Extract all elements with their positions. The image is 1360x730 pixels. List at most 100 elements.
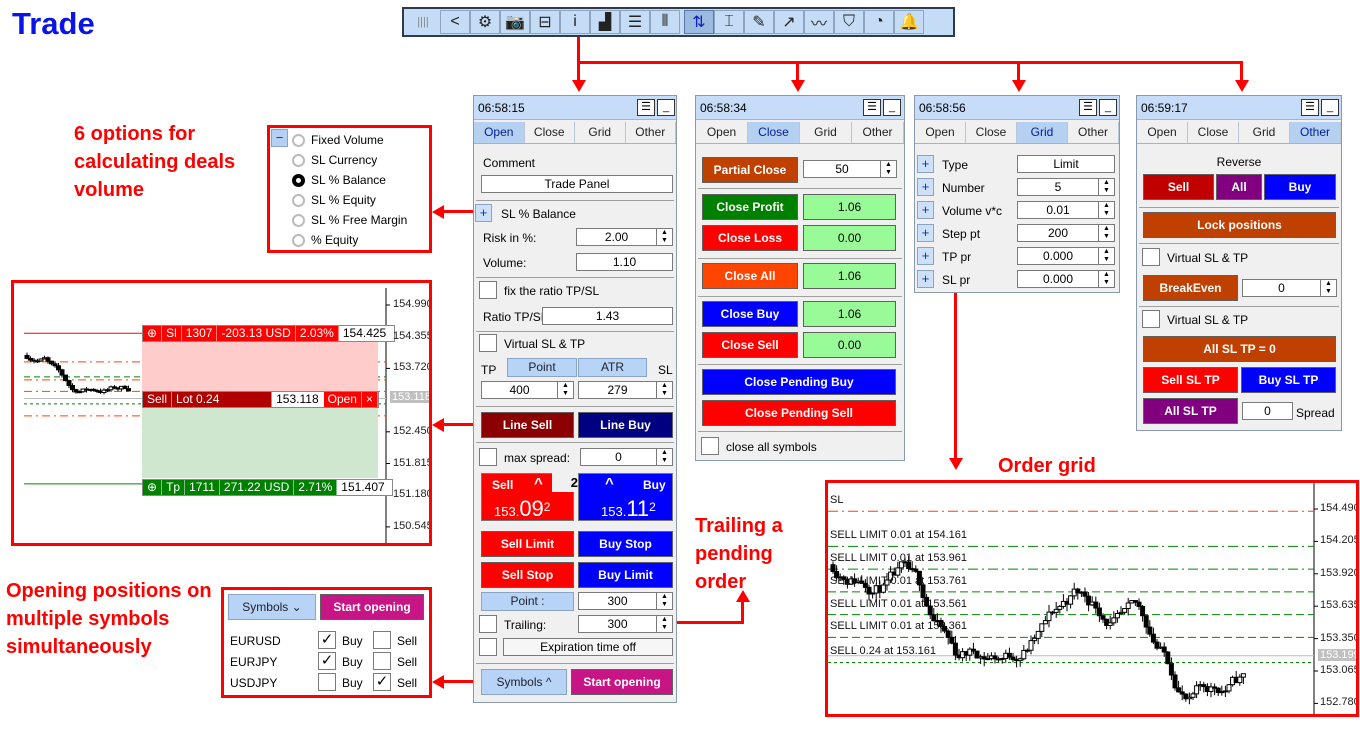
- tp-stepper[interactable]: ▲ ▼: [558, 381, 574, 399]
- trade-arrows-icon[interactable]: ⇅: [684, 10, 714, 34]
- close-all-button[interactable]: Close All: [702, 263, 798, 289]
- buy-checkbox[interactable]: [318, 673, 336, 691]
- tab-other[interactable]: Other: [852, 122, 904, 143]
- point-button[interactable]: Point :: [481, 592, 574, 611]
- tab-open[interactable]: Open: [696, 122, 748, 143]
- expand-button[interactable]: +: [917, 155, 934, 173]
- comment-input[interactable]: Trade Panel: [481, 175, 673, 193]
- camera-icon[interactable]: 📷: [500, 10, 530, 34]
- menu-icon[interactable]: ☰: [637, 99, 655, 116]
- radio-icon[interactable]: [292, 153, 305, 167]
- chevron-left-icon[interactable]: <: [440, 10, 470, 34]
- tab-grid[interactable]: Grid: [1017, 122, 1068, 143]
- buy-sl-tp-button[interactable]: Buy SL TP: [1241, 367, 1336, 393]
- buy-checkbox[interactable]: ✓: [318, 631, 336, 649]
- symbols-dropdown[interactable]: Symbols ⌄: [228, 594, 316, 620]
- chart-line-icon[interactable]: 〰: [804, 10, 834, 34]
- grid-row-input[interactable]: 0.01: [1017, 201, 1099, 219]
- minimize-icon[interactable]: _: [1321, 99, 1339, 116]
- close-loss-button[interactable]: Close Loss: [702, 225, 798, 251]
- breakeven-input[interactable]: 0: [1242, 279, 1321, 297]
- briefcase-icon[interactable]: ⊟: [530, 10, 560, 34]
- reverse-buy-button[interactable]: Buy: [1264, 174, 1336, 200]
- tab-close[interactable]: Close: [966, 122, 1017, 143]
- sell-checkbox[interactable]: [373, 631, 391, 649]
- shield-icon[interactable]: ⛉: [834, 10, 864, 34]
- pie-chart-icon[interactable]: ◔: [864, 10, 894, 34]
- candles-icon[interactable]: ⫴: [650, 10, 680, 34]
- radio-icon[interactable]: [292, 133, 305, 147]
- tab-grid[interactable]: Grid: [1239, 122, 1290, 143]
- line-sell-button[interactable]: Line Sell: [481, 412, 574, 438]
- expiration-button[interactable]: Expiration time off: [503, 638, 673, 656]
- symbols-dropdown[interactable]: Symbols ^: [481, 669, 567, 695]
- fix-ratio-checkbox[interactable]: [479, 281, 497, 299]
- tab-grid[interactable]: Grid: [800, 122, 852, 143]
- buy-stop-button[interactable]: Buy Stop: [578, 531, 673, 557]
- stepper[interactable]: ▲ ▼: [1099, 247, 1115, 265]
- volume-option[interactable]: Fixed Volume: [292, 133, 384, 147]
- tab-open[interactable]: Open: [474, 122, 525, 143]
- gear-icon[interactable]: ⚙: [470, 10, 500, 34]
- stepper[interactable]: ▲ ▼: [1099, 270, 1115, 288]
- breakeven-stepper[interactable]: ▲ ▼: [1321, 279, 1337, 297]
- all-sl-tp-zero-button[interactable]: All SL TP = 0: [1143, 336, 1336, 362]
- tp-tag[interactable]: ⊕ Tp 1711 271.22 USD 2.71% 151.407: [142, 479, 394, 496]
- expand-button[interactable]: +: [917, 201, 934, 219]
- tp-input[interactable]: 400: [481, 381, 558, 399]
- menu-icon[interactable]: ☰: [1301, 99, 1319, 116]
- reverse-sell-button[interactable]: Sell: [1143, 174, 1214, 200]
- radio-icon[interactable]: [292, 213, 305, 227]
- risk-input[interactable]: 2.00: [576, 228, 657, 246]
- expand-button[interactable]: +: [917, 224, 934, 242]
- stepper[interactable]: ▲ ▼: [1099, 224, 1115, 242]
- close-icon[interactable]: ×: [361, 392, 378, 407]
- expand-button[interactable]: +: [917, 247, 934, 265]
- close-pending-buy-button[interactable]: Close Pending Buy: [702, 369, 896, 395]
- sell-checkbox[interactable]: [373, 652, 391, 670]
- close-pending-sell-button[interactable]: Close Pending Sell: [702, 400, 896, 426]
- radio-icon[interactable]: [292, 193, 305, 207]
- stepper[interactable]: ▲ ▼: [1099, 178, 1115, 196]
- max-spread-input[interactable]: 0: [580, 448, 657, 466]
- partial-close-input[interactable]: 50: [803, 160, 881, 178]
- sl-stepper[interactable]: ▲ ▼: [657, 381, 673, 399]
- virtual-sltp-checkbox[interactable]: [479, 334, 497, 352]
- sell-limit-button[interactable]: Sell Limit: [481, 531, 574, 557]
- start-opening-button[interactable]: Start opening: [571, 669, 673, 695]
- lock-positions-button[interactable]: Lock positions: [1143, 212, 1336, 238]
- menu-icon[interactable]: ☰: [1079, 99, 1097, 116]
- all-sl-tp-button[interactable]: All SL TP: [1143, 398, 1238, 424]
- grid-row-input[interactable]: 5: [1017, 178, 1099, 196]
- trailing-stepper[interactable]: ▲ ▼: [657, 615, 673, 633]
- spread-input[interactable]: 0: [1242, 402, 1293, 420]
- sell-checkbox[interactable]: ✓: [373, 673, 391, 691]
- atr-mode-button[interactable]: ATR: [578, 358, 647, 377]
- tab-open[interactable]: Open: [1137, 122, 1188, 143]
- tab-close[interactable]: Close: [748, 122, 800, 143]
- minimize-icon[interactable]: _: [657, 99, 675, 116]
- sl-price[interactable]: 154.425: [338, 326, 394, 341]
- tab-open[interactable]: Open: [915, 122, 966, 143]
- line-buy-button[interactable]: Line Buy: [578, 412, 673, 438]
- radio-icon[interactable]: [292, 233, 305, 247]
- signal-bars-icon[interactable]: ▟: [590, 10, 620, 34]
- start-opening-button[interactable]: Start opening: [320, 594, 424, 620]
- move-icon[interactable]: ⊕: [143, 326, 163, 341]
- trailing-checkbox[interactable]: [479, 615, 497, 633]
- volume-option[interactable]: SL Currency: [292, 153, 377, 167]
- volume-option[interactable]: SL % Balance: [292, 173, 386, 187]
- volume-input[interactable]: 1.10: [576, 253, 673, 271]
- partial-close-button[interactable]: Partial Close: [702, 157, 798, 183]
- partial-close-stepper[interactable]: ▲ ▼: [881, 160, 897, 178]
- tab-other[interactable]: Other: [626, 122, 676, 143]
- buy-limit-button[interactable]: Buy Limit: [578, 562, 673, 588]
- grid-row-input[interactable]: 0.000: [1017, 247, 1099, 265]
- edit-document-icon[interactable]: ✎: [744, 10, 774, 34]
- expand-button[interactable]: +: [917, 178, 934, 196]
- max-spread-checkbox[interactable]: [479, 448, 497, 466]
- risk-stepper[interactable]: ▲ ▼: [657, 228, 673, 246]
- volume-option[interactable]: SL % Free Margin: [292, 213, 407, 227]
- virtual-sltp-checkbox[interactable]: [1142, 248, 1160, 266]
- grid-row-input[interactable]: 200: [1017, 224, 1099, 242]
